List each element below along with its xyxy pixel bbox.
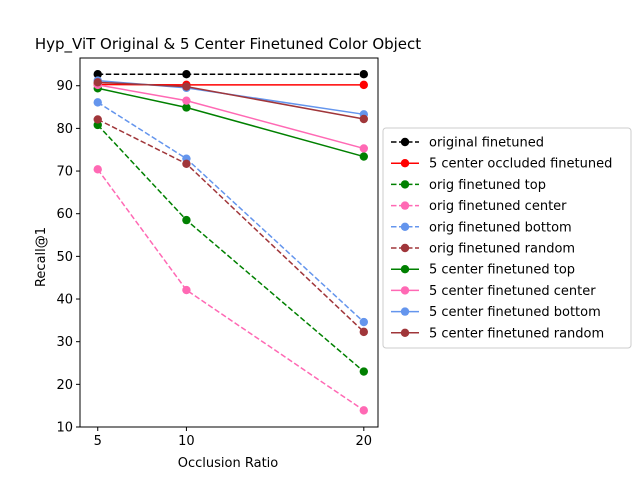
data-point (93, 70, 102, 79)
series-5-center-finetuned-top (93, 84, 369, 161)
series-line (97, 101, 365, 323)
legend-label: orig finetuned center (429, 199, 567, 214)
legend-marker (400, 201, 410, 210)
legend-item: orig finetuned random (391, 242, 575, 257)
legend-item: orig finetuned center (391, 199, 567, 214)
series-5-center-finetuned-random (93, 78, 369, 124)
legend-label: original finetuned (429, 136, 544, 151)
data-point (359, 70, 369, 79)
data-point (182, 82, 191, 91)
chart-title: Hyp_ViT Original & 5 Center Finetuned Co… (35, 35, 421, 54)
legend-marker (400, 265, 410, 274)
series-line (97, 124, 365, 373)
y-tick-label: 60 (56, 207, 73, 222)
x-axis-label: Occlusion Ratio (178, 456, 279, 471)
legend-marker (400, 159, 410, 168)
series-orig-finetuned-random (93, 115, 369, 337)
series-orig-finetuned-center (93, 165, 369, 415)
legend-label: 5 center finetuned center (429, 284, 596, 299)
legend-box (382, 127, 632, 349)
legend-item: 5 center occluded finetuned (391, 157, 612, 172)
data-point (93, 78, 102, 87)
x-tick-label: 10 (178, 434, 195, 449)
data-point (182, 285, 191, 295)
data-point (359, 327, 369, 337)
data-point (359, 152, 369, 161)
legend-label: orig finetuned bottom (429, 220, 572, 235)
legend-label: 5 center finetuned top (429, 263, 575, 278)
legend-marker (400, 222, 410, 231)
data-point (182, 103, 191, 112)
data-point (359, 406, 369, 415)
data-point (93, 115, 102, 124)
y-axis-label: Recall@1 (34, 227, 49, 287)
data-point (182, 96, 191, 105)
legend-item: 5 center finetuned bottom (391, 305, 601, 320)
legend-marker (400, 137, 410, 147)
x-tick-label: 20 (356, 434, 373, 449)
y-tick-label: 30 (56, 335, 73, 350)
series-line (97, 87, 365, 158)
plot-area: 10 20 30 40 50 60 70 80 90 5 10 20 (56, 57, 379, 449)
series-original-finetuned (93, 70, 369, 79)
y-tick-label: 70 (56, 165, 73, 180)
legend-label: 5 center finetuned bottom (429, 305, 601, 320)
legend-label: 5 center occluded finetuned (429, 157, 612, 172)
data-point (182, 215, 191, 225)
legend-item: 5 center finetuned random (391, 326, 604, 341)
series-line (97, 168, 365, 411)
legend-marker (400, 286, 410, 295)
y-tick-label: 40 (56, 293, 73, 308)
y-tick-label: 90 (56, 79, 73, 94)
data-point (182, 159, 191, 168)
legend-item: original finetuned (391, 136, 544, 151)
legend-marker (400, 328, 410, 337)
legend-item: orig finetuned top (391, 178, 546, 193)
legend-marker (400, 243, 410, 253)
legend-label: orig finetuned random (429, 242, 575, 257)
data-point (359, 80, 369, 90)
data-point (359, 114, 369, 124)
series-line (97, 118, 365, 333)
data-point (359, 367, 369, 376)
x-tick-label: 5 (94, 434, 102, 449)
legend-label: orig finetuned top (429, 178, 546, 193)
series-5-center-finetuned-center (93, 80, 369, 153)
data-point (359, 144, 369, 153)
legend-item: orig finetuned bottom (391, 220, 572, 235)
y-tick-label: 10 (56, 421, 73, 436)
legend-marker (400, 180, 410, 189)
data-point (93, 98, 102, 107)
series-orig-finetuned-top (93, 120, 369, 376)
y-tick-label: 80 (56, 122, 73, 137)
legend-item: 5 center finetuned center (391, 284, 596, 299)
legend-item: 5 center finetuned top (391, 263, 575, 278)
legend-label: 5 center finetuned random (429, 326, 604, 341)
legend: original finetuned 5 center occluded fine… (382, 127, 632, 349)
legend-marker (400, 307, 410, 316)
y-tick-label: 50 (56, 250, 73, 265)
data-point (93, 165, 102, 174)
plot-frame (79, 57, 379, 428)
series-line (97, 81, 364, 120)
data-point (359, 317, 369, 327)
series-orig-finetuned-bottom (93, 98, 369, 327)
y-tick-label: 20 (56, 378, 73, 393)
data-point (182, 70, 191, 79)
